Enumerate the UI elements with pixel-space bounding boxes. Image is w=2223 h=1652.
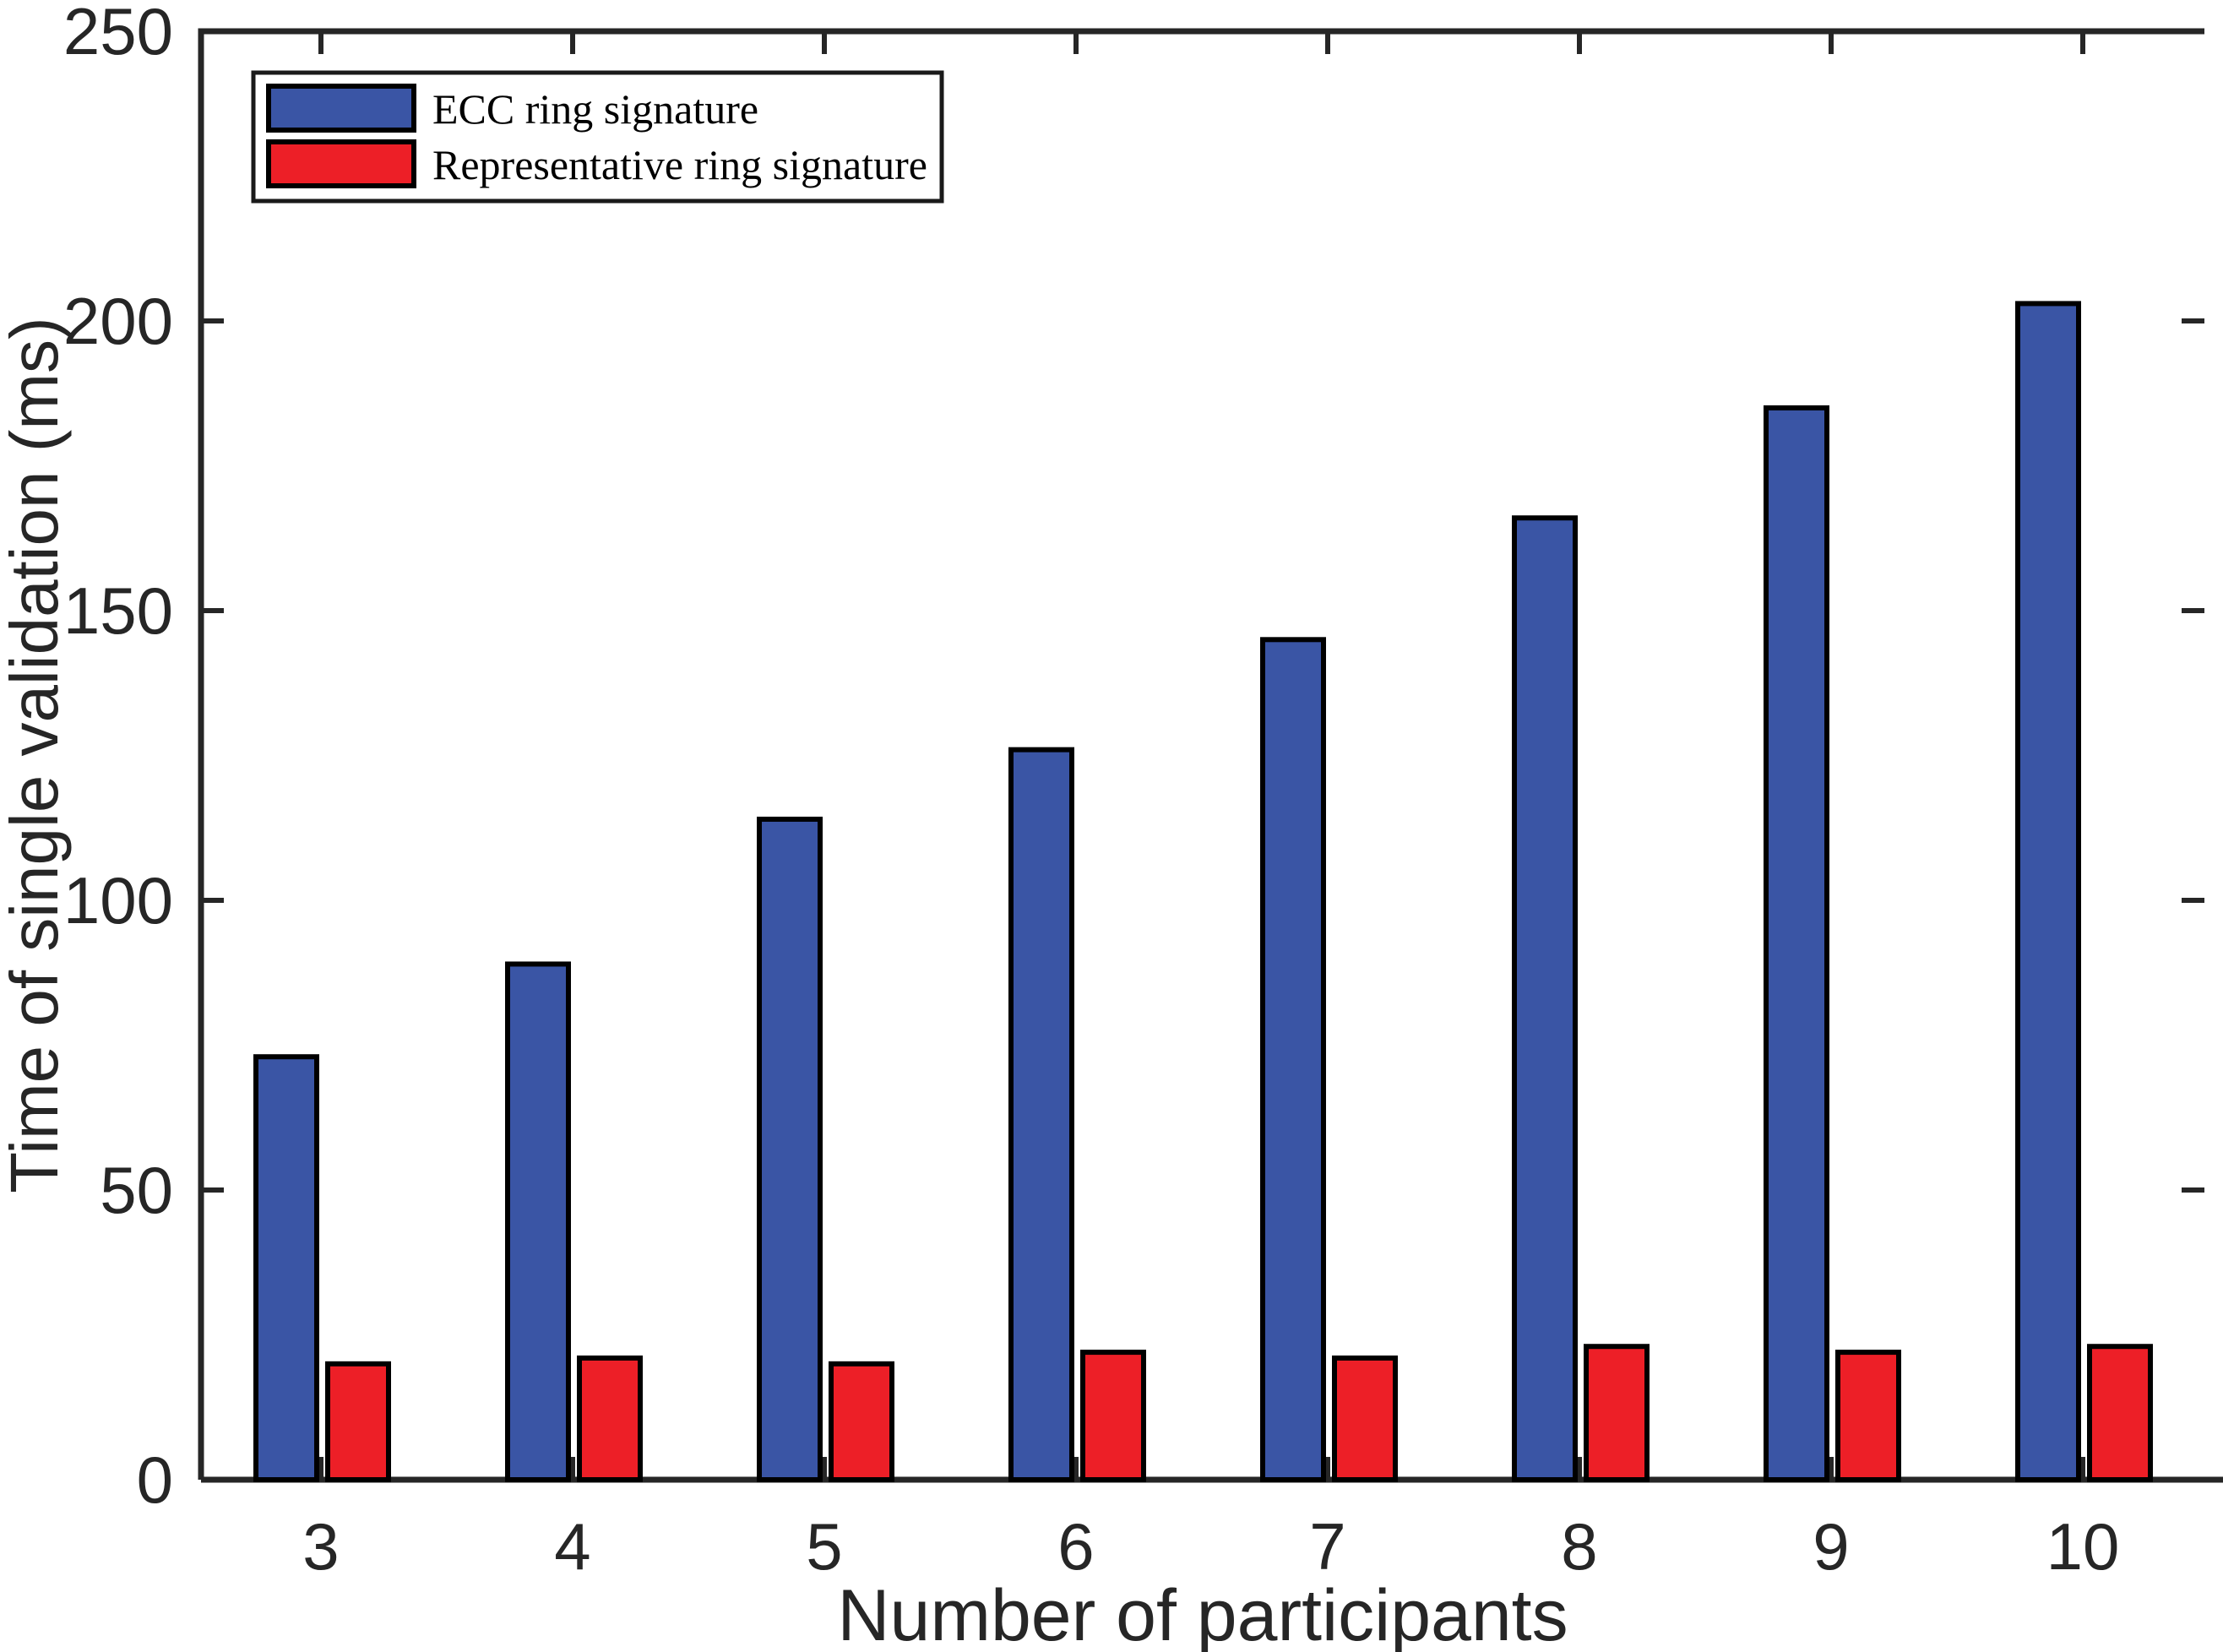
- legend-swatch-ecc: [266, 84, 416, 133]
- bar-representative-5: [829, 1361, 894, 1483]
- bar-representative-10: [2087, 1344, 2153, 1482]
- y-tick-label-250: 250: [63, 0, 173, 68]
- x-tick-label-4: 4: [554, 1509, 590, 1584]
- x-tick-label-3: 3: [302, 1509, 339, 1584]
- bar-representative-3: [325, 1361, 391, 1483]
- bar-ecc-3: [253, 1054, 319, 1482]
- legend-swatch-representative: [266, 139, 416, 188]
- bar-ecc-8: [1512, 515, 1578, 1482]
- bar-representative-9: [1835, 1350, 1901, 1482]
- bar-representative-4: [577, 1355, 643, 1482]
- bar-ecc-9: [1764, 405, 1829, 1482]
- bar-ecc-7: [1260, 637, 1326, 1482]
- legend: ECC ring signature Representative ring si…: [251, 70, 944, 204]
- y-tick-label-0: 0: [137, 1443, 173, 1517]
- x-tick-label-7: 7: [1309, 1509, 1345, 1584]
- bar-representative-7: [1332, 1355, 1398, 1482]
- x-tick-labels: 3 4 5 6 7 8 9 10: [302, 1509, 2119, 1584]
- bar-representative-6: [1080, 1350, 1146, 1482]
- x-tick-label-9: 9: [1813, 1509, 1849, 1584]
- x-tick-label-5: 5: [806, 1509, 842, 1584]
- y-tick-label-150: 150: [63, 573, 173, 648]
- bar-ecc-4: [505, 961, 571, 1482]
- x-tick-label-8: 8: [1561, 1509, 1597, 1584]
- y-tick-label-200: 200: [63, 284, 173, 358]
- x-axis-title: Number of participants: [837, 1575, 1568, 1652]
- y-tick-label-50: 50: [100, 1153, 173, 1227]
- y-axis-ticks: [201, 29, 2204, 1482]
- axes-frame: [198, 28, 2223, 1483]
- bar-ecc-6: [1008, 747, 1074, 1482]
- bar-ecc-10: [2015, 301, 2081, 1482]
- y-tick-label-100: 100: [63, 863, 173, 937]
- bar-ecc-5: [757, 816, 823, 1482]
- y-axis-title: Time of single validation (ms): [0, 317, 72, 1193]
- x-axis-top-ticks: [318, 31, 2085, 54]
- bar-representative-8: [1584, 1344, 1650, 1482]
- x-tick-label-6: 6: [1057, 1509, 1094, 1584]
- legend-label-representative: Representative ring signature: [432, 141, 927, 188]
- bar-series-group: [253, 301, 2153, 1483]
- legend-label-ecc: ECC ring signature: [432, 85, 758, 133]
- x-tick-label-10: 10: [2046, 1509, 2120, 1584]
- y-tick-labels: 0 50 100 150 200 250: [63, 0, 173, 1517]
- x-axis-bottom-ticks: [318, 1457, 2085, 1480]
